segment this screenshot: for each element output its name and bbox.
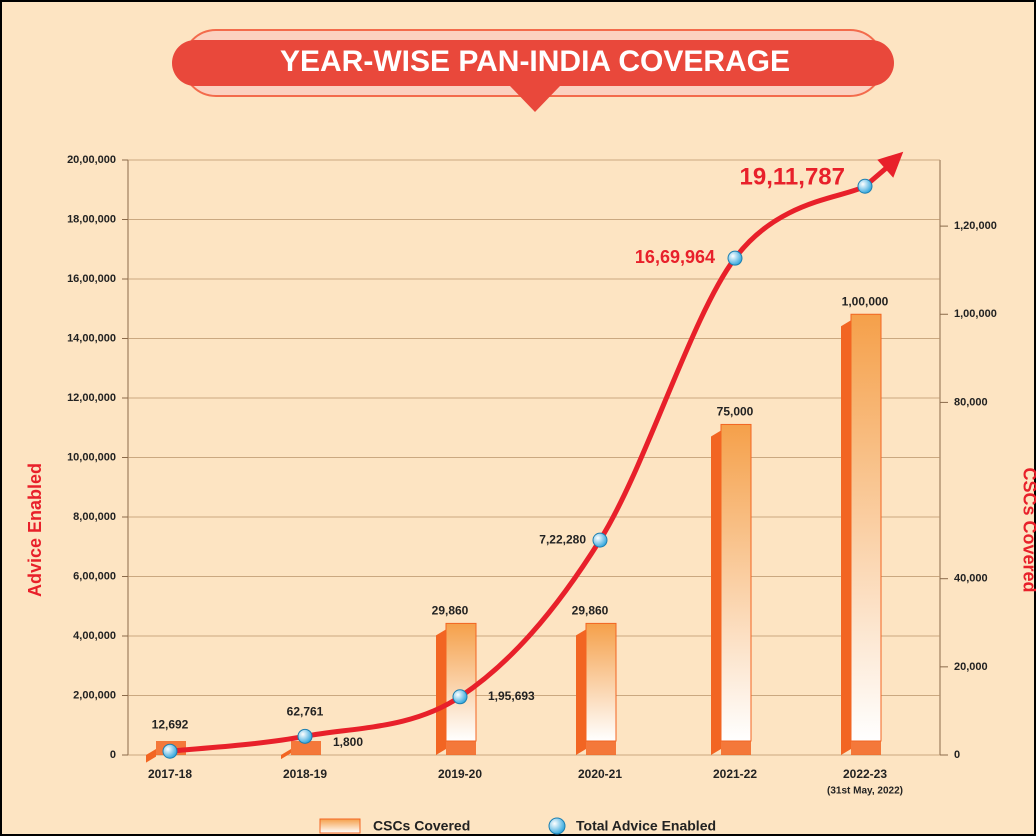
- line-point: [592, 532, 608, 548]
- x-tick-label: 2017-18: [148, 767, 192, 781]
- bar-label: 1,800: [333, 735, 363, 749]
- bar-side: [436, 629, 446, 755]
- bar-side: [146, 749, 156, 763]
- legend-label: CSCs Covered: [373, 818, 470, 834]
- y-tick-label: 8,00,000: [73, 511, 116, 523]
- x-tick-label: 2021-22: [713, 767, 757, 781]
- bar-base: [851, 741, 881, 755]
- y2-tick-label: 0: [954, 749, 960, 761]
- y-tick-label: 2,00,000: [73, 689, 116, 701]
- bar-base: [586, 741, 616, 755]
- line-label: 16,69,964: [635, 247, 715, 267]
- bar-side: [281, 749, 291, 760]
- legend-swatch: [548, 817, 566, 835]
- line-point: [297, 728, 313, 744]
- y-tick-label: 6,00,000: [73, 570, 116, 582]
- bar: [445, 622, 477, 742]
- arrow-head: [877, 151, 904, 178]
- y-tick-label: 0: [110, 749, 116, 761]
- bar-label: 75,000: [717, 405, 754, 419]
- line-label: 12,692: [152, 717, 189, 731]
- bar-base: [291, 741, 321, 755]
- y-tick-label: 4,00,000: [73, 630, 116, 642]
- x-tick-label: 2018-19: [283, 767, 327, 781]
- line-label: 7,22,280: [539, 532, 586, 546]
- line-point: [452, 689, 468, 705]
- line-point: [162, 743, 178, 759]
- x-tick-label: 2022-23: [843, 767, 887, 781]
- bar: [585, 622, 617, 742]
- line-point: [727, 250, 743, 266]
- y2-tick-label: 40,000: [954, 573, 988, 585]
- legend-label: Total Advice Enabled: [576, 818, 716, 834]
- title-banner: [172, 40, 894, 112]
- y-tick-label: 10,00,000: [67, 451, 116, 463]
- bar-label: 29,860: [432, 604, 469, 618]
- bar: [850, 313, 882, 742]
- category-note: (31st May, 2022): [827, 786, 903, 797]
- y2-tick-label: 80,000: [954, 396, 988, 408]
- bar-base: [721, 741, 751, 755]
- bar-base: [446, 741, 476, 755]
- line-label: 19,11,787: [740, 164, 845, 191]
- line-label: 62,761: [287, 705, 324, 719]
- y-tick-label: 12,00,000: [67, 392, 116, 404]
- y2-tick-label: 1,20,000: [954, 220, 997, 232]
- bar-label: 1,00,000: [842, 294, 889, 308]
- y2-tick-label: 20,000: [954, 661, 988, 673]
- line-label: 1,95,693: [488, 689, 535, 703]
- y2-axis-label: CSCs Covered: [1019, 467, 1036, 592]
- y2-tick-label: 1,00,000: [954, 308, 997, 320]
- line-point: [857, 178, 873, 194]
- y-tick-label: 16,00,000: [67, 273, 116, 285]
- bar-label: 29,860: [572, 604, 609, 618]
- bar-side: [841, 320, 851, 755]
- bar: [720, 423, 752, 742]
- x-tick-label: 2020-21: [578, 767, 622, 781]
- y-tick-label: 14,00,000: [67, 332, 116, 344]
- bar-side: [576, 629, 586, 755]
- y-axis-label: Advice Enabled: [25, 463, 45, 597]
- legend-swatch: [319, 818, 361, 834]
- chart-title: YEAR-WISE PAN-INDIA COVERAGE: [280, 45, 790, 78]
- x-tick-label: 2019-20: [438, 767, 482, 781]
- y-tick-label: 20,00,000: [67, 154, 116, 166]
- bar-side: [711, 430, 721, 755]
- y-tick-label: 18,00,000: [67, 213, 116, 225]
